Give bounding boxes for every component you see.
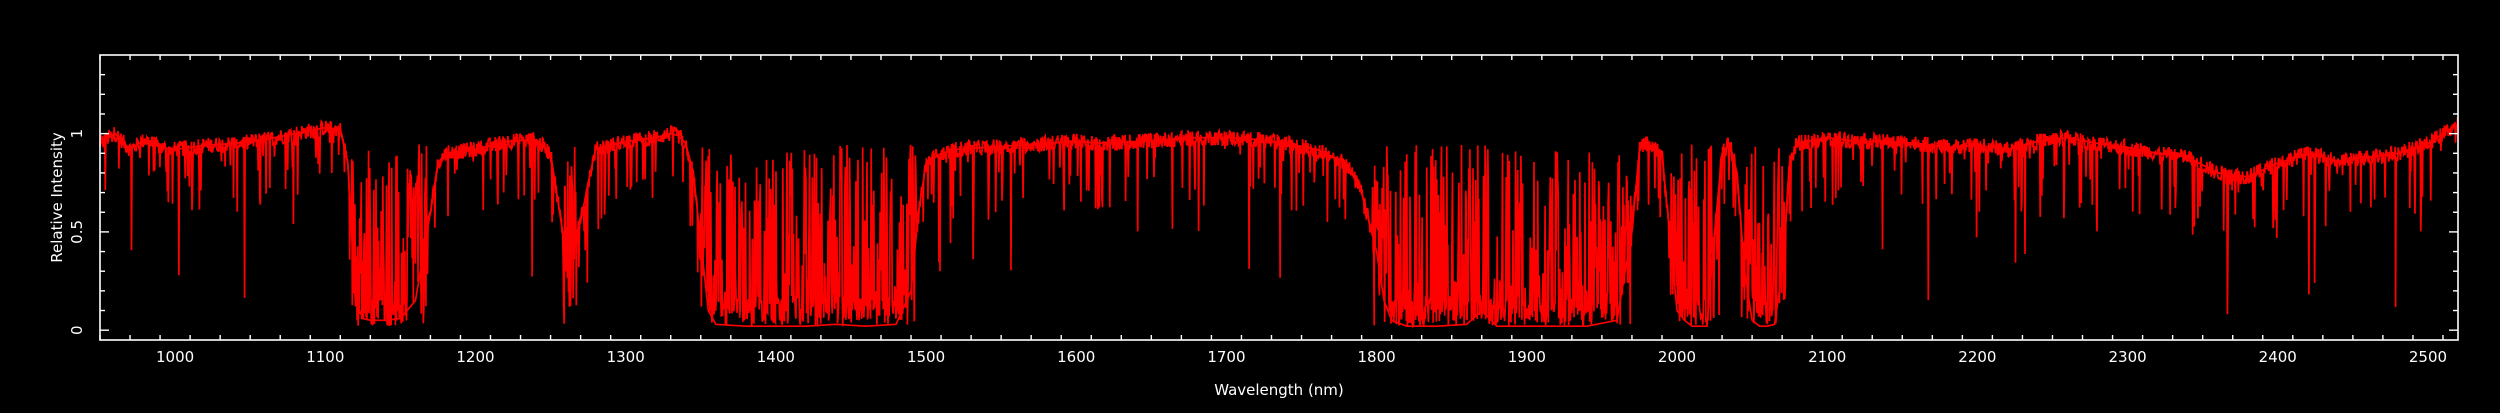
x-tick-label: 2500 (2409, 348, 2447, 366)
y-tick-label: 1 (68, 129, 86, 139)
y-tick-label: 0.5 (68, 220, 86, 244)
x-tick-label: 1300 (607, 348, 645, 366)
x-tick-label: 1500 (907, 348, 945, 366)
spectrum-envelope-line (99, 123, 2459, 328)
x-tick-label: 1200 (456, 348, 494, 366)
y-tick-label: 0 (68, 325, 86, 335)
plot-frame (99, 54, 2459, 341)
x-axis: 1000 1100 1200 1300 1400 1500 1600 1700 1800 1900… (99, 55, 2447, 366)
x-tick-label: 2300 (2108, 348, 2146, 366)
x-tick-label: 2000 (1658, 348, 1696, 366)
x-axis-label: Wavelength (nm) (1214, 381, 1344, 399)
y-axis: 00.51 (68, 73, 2458, 335)
x-tick-label: 1700 (1207, 348, 1245, 366)
x-tick-label: 2400 (2259, 348, 2297, 366)
x-tick-label: 1400 (757, 348, 795, 366)
x-tick-label: 2200 (1958, 348, 1996, 366)
x-tick-label: 1100 (306, 348, 344, 366)
x-tick-label: 1900 (1508, 348, 1546, 366)
y-axis-label: Relative Intensity (48, 132, 66, 263)
x-tick-label: 1000 (156, 348, 194, 366)
x-tick-label: 2100 (1808, 348, 1846, 366)
x-tick-label: 1600 (1057, 348, 1095, 366)
x-tick-label: 1800 (1358, 348, 1396, 366)
spectrum-layer (99, 117, 2459, 329)
